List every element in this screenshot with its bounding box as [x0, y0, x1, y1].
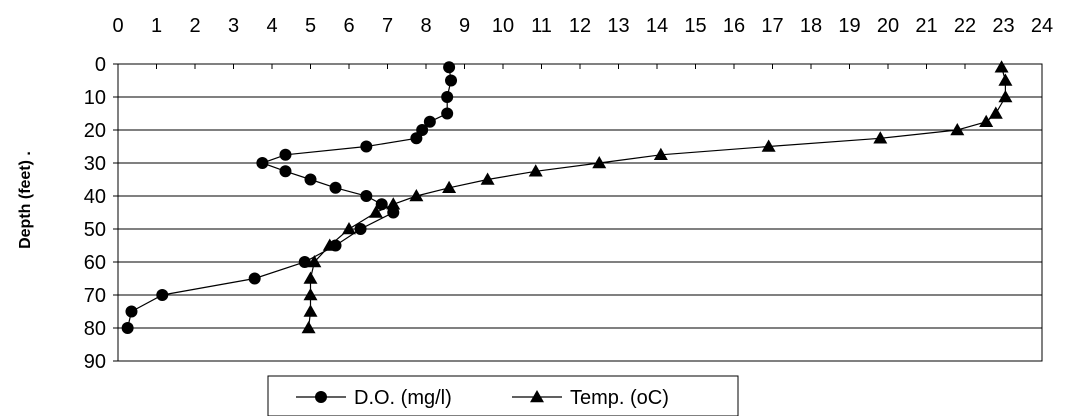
data-point-circle	[443, 61, 456, 74]
y-tick-label: 90	[84, 351, 106, 373]
x-tick-label: 6	[343, 15, 354, 37]
x-tick-label: 12	[569, 15, 591, 37]
data-point-circle	[441, 91, 454, 103]
data-point-triangle	[761, 139, 776, 152]
x-tick-label: 7	[382, 15, 393, 37]
x-tick-label: 18	[800, 15, 822, 37]
data-point-triangle	[480, 172, 495, 185]
data-point-triangle	[307, 255, 322, 268]
data-point-triangle	[998, 90, 1013, 103]
data-point-circle	[256, 157, 269, 169]
legend-item: D.O. (mg/l)	[296, 387, 452, 409]
data-point-triangle	[301, 321, 316, 334]
legend-marker-triangle	[530, 390, 544, 403]
data-point-circle	[248, 272, 261, 285]
x-tick-label: 3	[228, 15, 239, 37]
data-point-triangle	[528, 164, 543, 177]
y-tick-label: 20	[84, 120, 106, 142]
series-line	[127, 67, 452, 329]
y-tick-labels: 0 10 20 30 40 50 60 70 80 90	[84, 54, 106, 373]
data-point-triangle	[988, 106, 1003, 119]
data-point-circle	[354, 223, 367, 235]
data-point-circle	[410, 132, 423, 145]
series-1	[121, 61, 458, 334]
x-tick-label: 11	[531, 15, 552, 37]
x-tick-label: 20	[877, 15, 899, 37]
x-tick-label: 15	[684, 15, 706, 37]
legend-label: Temp. (oC)	[570, 387, 669, 409]
y-tick-label: 80	[84, 318, 106, 340]
data-point-circle	[360, 190, 373, 202]
y-tick-label: 0	[95, 54, 106, 76]
data-point-circle	[445, 74, 458, 87]
data-point-triangle	[303, 304, 318, 317]
legend-marker-circle	[315, 391, 327, 403]
x-tick-label: 13	[607, 15, 629, 37]
data-point-triangle	[442, 180, 457, 193]
data-point-circle	[298, 256, 311, 268]
data-point-triangle	[368, 205, 383, 218]
grid-lines	[118, 63, 1042, 362]
data-point-circle	[121, 322, 134, 334]
y-tick-label: 40	[84, 186, 106, 208]
plot-area	[117, 63, 1043, 362]
legend: D.O. (mg/l) Temp. (oC)	[267, 375, 739, 416]
data-point-triangle	[998, 73, 1013, 86]
data-point-triangle	[409, 189, 424, 202]
x-tick-label: 0	[112, 15, 123, 37]
y-tick-label: 10	[84, 87, 106, 109]
y-tick-label: 70	[84, 285, 106, 307]
legend-item: Temp. (oC)	[512, 387, 669, 409]
x-tick-label: 14	[646, 15, 668, 37]
data-point-triangle	[386, 197, 401, 210]
y-axis-title: Depth (feet) .	[17, 151, 34, 249]
y-tick-label: 50	[84, 219, 106, 241]
data-point-circle	[329, 181, 342, 194]
x-tick-label: 17	[761, 15, 783, 37]
data-point-circle	[375, 198, 388, 211]
x-tick-label: 19	[838, 15, 860, 37]
data-point-triangle	[979, 114, 994, 127]
data-point-triangle	[322, 238, 337, 251]
series	[121, 60, 1013, 334]
x-tick-label: 9	[459, 15, 470, 37]
data-point-circle	[423, 115, 436, 128]
x-tick-label: 4	[266, 15, 277, 37]
x-tick-label: 24	[1031, 15, 1053, 37]
x-tick-label: 1	[151, 15, 162, 37]
data-point-triangle	[873, 131, 888, 144]
x-tick-label: 21	[915, 15, 937, 37]
data-point-circle	[360, 140, 373, 153]
data-point-circle	[156, 289, 169, 301]
x-tick-label: 8	[420, 15, 431, 37]
data-point-triangle	[303, 288, 318, 301]
legend-label: D.O. (mg/l)	[354, 387, 452, 409]
x-tick-label: 16	[723, 15, 745, 37]
data-point-triangle	[303, 271, 318, 284]
data-point-circle	[279, 148, 292, 161]
data-point-circle	[125, 305, 138, 318]
data-point-circle	[441, 107, 454, 120]
data-point-triangle	[592, 156, 607, 169]
x-tick-label: 23	[992, 15, 1014, 37]
x-tick-label: 2	[189, 15, 200, 37]
y-tick-label: 60	[84, 252, 106, 274]
x-tick-label: 5	[305, 15, 316, 37]
x-tick-labels: 0 1 2 3 4 5 6 7 8 9 10 11 12 13 14 15 16 17 18 19 20 21 22 23 24	[112, 15, 1053, 37]
series-2	[301, 60, 1013, 334]
legend-box	[267, 375, 739, 416]
y-tick-label: 30	[84, 153, 106, 175]
data-point-circle	[304, 173, 317, 186]
x-tick-label: 10	[492, 15, 514, 37]
data-point-triangle	[342, 222, 356, 235]
data-point-triangle	[994, 60, 1009, 73]
data-point-triangle	[950, 123, 965, 136]
data-point-triangle	[653, 147, 668, 160]
axes	[113, 63, 1043, 362]
data-point-circle	[279, 165, 292, 178]
x-tick-label: 22	[954, 15, 976, 37]
